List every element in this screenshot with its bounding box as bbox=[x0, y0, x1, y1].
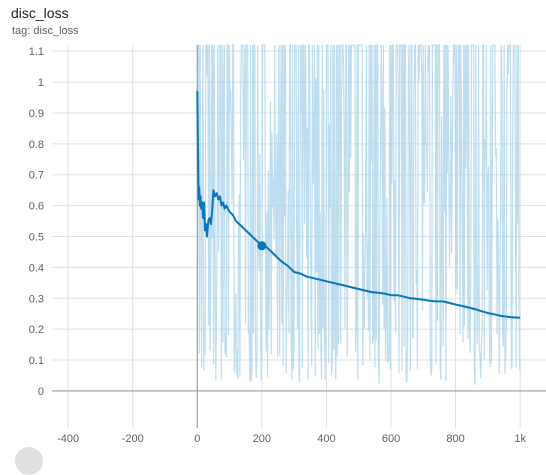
tick-labels: -400 -200 0 200 400 600 800 1k 0 0.1 0.2 0.3 0.4 0.5 0… bbox=[29, 46, 527, 445]
x-tick-label: 0 bbox=[194, 433, 200, 445]
y-tick-label: 0.5 bbox=[29, 232, 44, 244]
y-tick-label: 0.1 bbox=[29, 355, 44, 367]
raw-series bbox=[196, 44, 521, 385]
x-tick-label: 600 bbox=[382, 433, 400, 445]
x-tick-label: -400 bbox=[57, 433, 79, 445]
y-tick-label: 1 bbox=[38, 77, 44, 89]
smoothed-series bbox=[196, 91, 521, 319]
y-tick-label: 0.3 bbox=[29, 293, 44, 305]
y-tick-label: 0 bbox=[38, 386, 44, 398]
smoothed-line bbox=[196, 91, 521, 319]
y-tick-label: 0.6 bbox=[29, 201, 44, 213]
y-tick-label: 0.8 bbox=[29, 139, 44, 151]
loss-chart[interactable]: -400 -200 0 200 400 600 800 1k 0 0.1 0.2 0.3 0.4 0.5 0… bbox=[0, 0, 546, 453]
expand-button[interactable] bbox=[15, 447, 43, 475]
x-tick-label: -200 bbox=[122, 433, 144, 445]
x-tick-label: 200 bbox=[253, 433, 271, 445]
x-tick-label: 1k bbox=[514, 433, 526, 445]
y-tick-label: 1.1 bbox=[29, 46, 44, 58]
y-tick-label: 0.7 bbox=[29, 170, 44, 182]
y-tick-label: 0.9 bbox=[29, 108, 44, 120]
chart-title: disc_loss bbox=[11, 5, 69, 21]
chart-tag: tag: disc_loss bbox=[12, 25, 79, 37]
x-tick-label: 400 bbox=[317, 433, 335, 445]
hover-marker bbox=[257, 241, 267, 251]
y-tick-label: 0.4 bbox=[29, 262, 44, 274]
x-tick-label: 800 bbox=[446, 433, 464, 445]
raw-line bbox=[196, 44, 521, 385]
y-tick-label: 0.2 bbox=[29, 324, 44, 336]
